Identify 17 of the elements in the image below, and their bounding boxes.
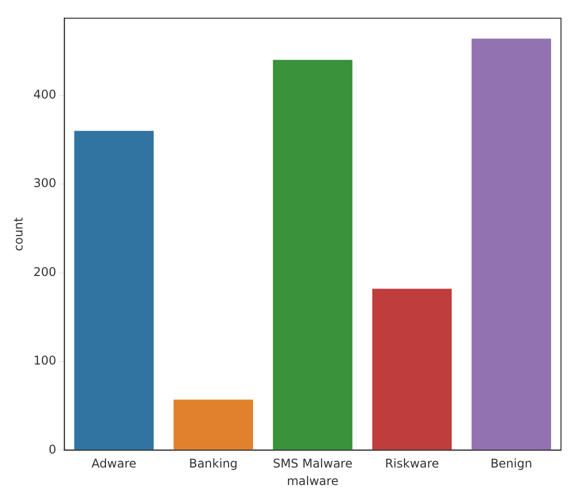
bar (174, 400, 254, 450)
x-tick-label: Riskware (384, 456, 440, 471)
y-tick-label: 100 (33, 354, 56, 368)
x-tick-label: Adware (92, 456, 136, 471)
bar (74, 130, 154, 450)
x-tick-label: Banking (188, 456, 238, 471)
bar (272, 60, 352, 450)
x-tick-label: Benign (490, 456, 532, 471)
y-tick-label: 200 (33, 264, 56, 279)
bar (472, 38, 552, 450)
y-tick-label: 300 (33, 176, 56, 190)
y-tick-label: 400 (33, 88, 56, 102)
y-axis-title: count (11, 216, 26, 252)
y-tick-label: 0 (48, 442, 56, 456)
bar (372, 288, 452, 450)
x-tick-label: SMS Malware (272, 456, 352, 471)
x-axis-title: malware (286, 474, 338, 488)
